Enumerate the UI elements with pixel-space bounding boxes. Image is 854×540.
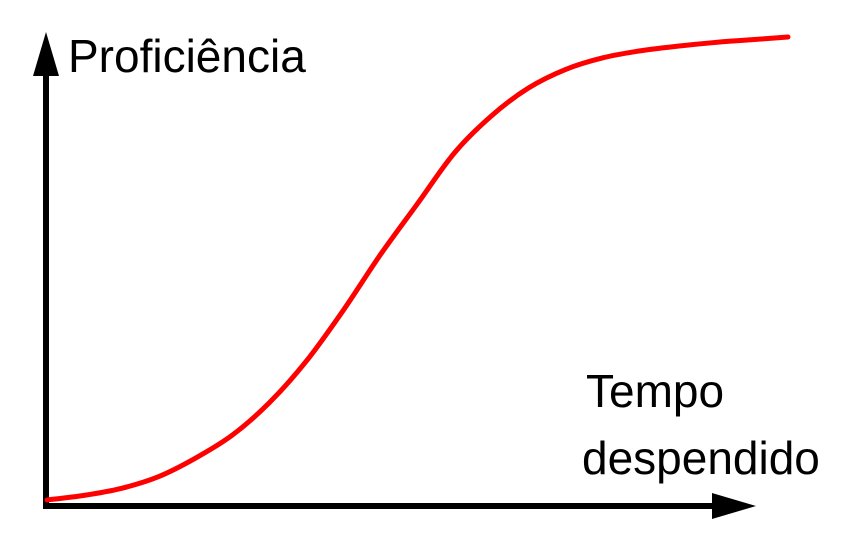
x-axis-label-line-2: despendido — [582, 432, 820, 484]
x-axis-label-line-1: Tempo — [586, 365, 724, 417]
y-axis-arrow-icon — [33, 32, 59, 76]
x-axis-arrow-icon — [712, 493, 756, 519]
series-line — [44, 34, 791, 503]
y-axis-label: Proficiência — [68, 30, 306, 82]
